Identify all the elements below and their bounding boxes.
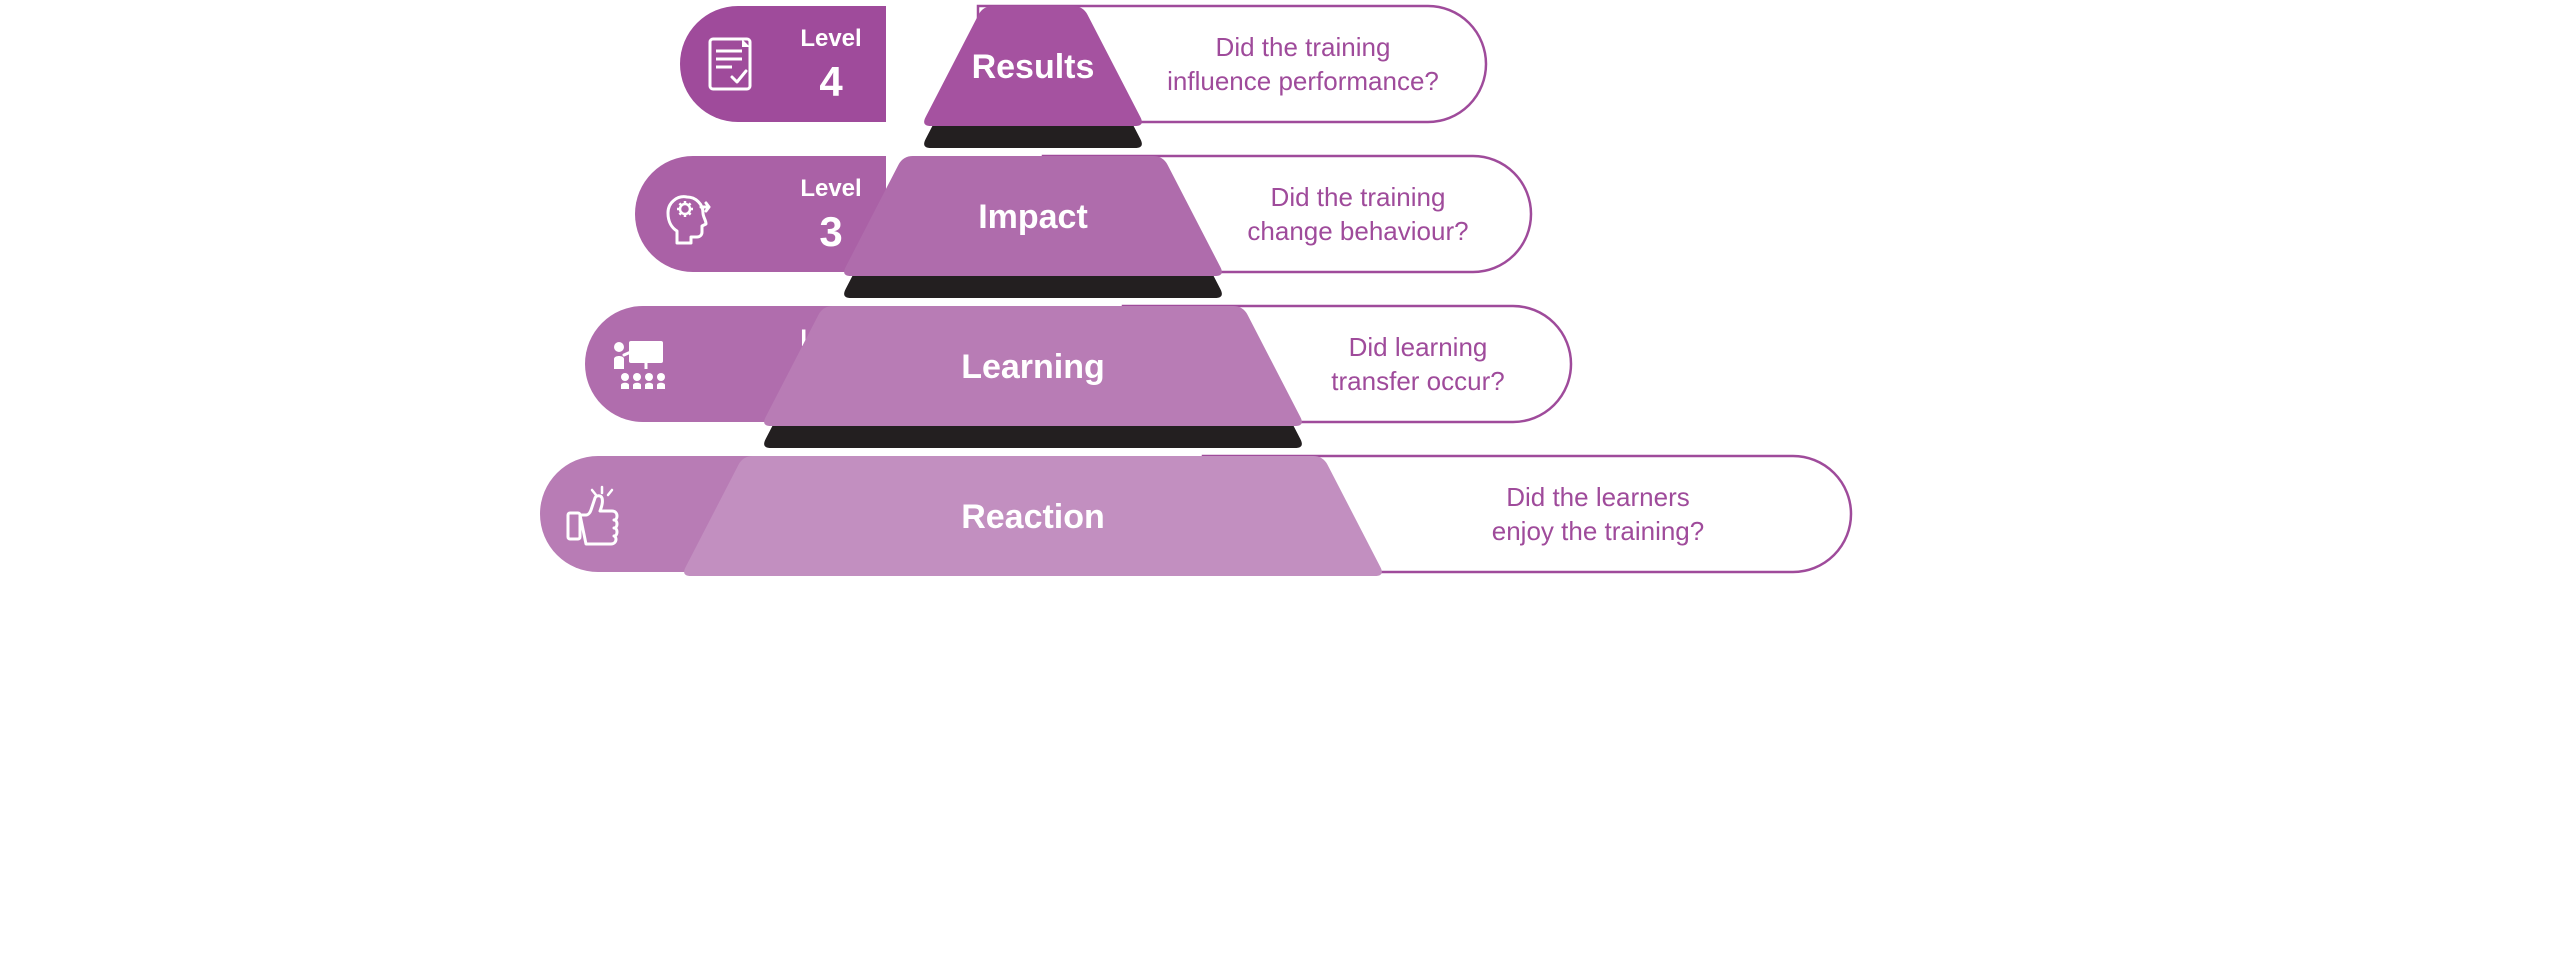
question-line1-level-1: Did the learners (1506, 482, 1690, 512)
level-word-4: Level (800, 25, 861, 52)
question-line1-level-4: Did the training (1215, 32, 1390, 62)
tier-label-2: Learning (961, 348, 1105, 386)
level-2: Did learningtransfer occur?Level2Learnin… (585, 306, 1571, 448)
level-4: Did the training influence performance? Le… (680, 6, 1486, 148)
kirkpatrick-pyramid-diagram: Did the learners enjoy the training? Level… (513, 0, 2043, 587)
question-line2-level-2: transfer occur? (1331, 366, 1504, 396)
question-line2-level-1: enjoy the training? (1491, 516, 1703, 546)
level-badge-3 (635, 156, 886, 272)
level-3: Did the training change behaviour? Level 3 I… (635, 156, 1531, 298)
level-1: Did the learnersenjoy the training?Level… (540, 456, 1851, 576)
question-line1-level-3: Did the training (1270, 182, 1445, 212)
tier-label-3: Impact (978, 198, 1088, 236)
level-number-3: 3 (819, 208, 842, 255)
question-line2-level-3: change behaviour? (1247, 216, 1468, 246)
tier-label-1: Reaction (961, 498, 1105, 536)
level-number-4: 4 (819, 58, 843, 105)
question-line1-level-2: Did learning (1348, 332, 1487, 362)
level-word-3: Level (800, 175, 861, 202)
question-line2-level-4: influence performance? (1167, 66, 1439, 96)
tier-label-4: Results (971, 48, 1094, 86)
